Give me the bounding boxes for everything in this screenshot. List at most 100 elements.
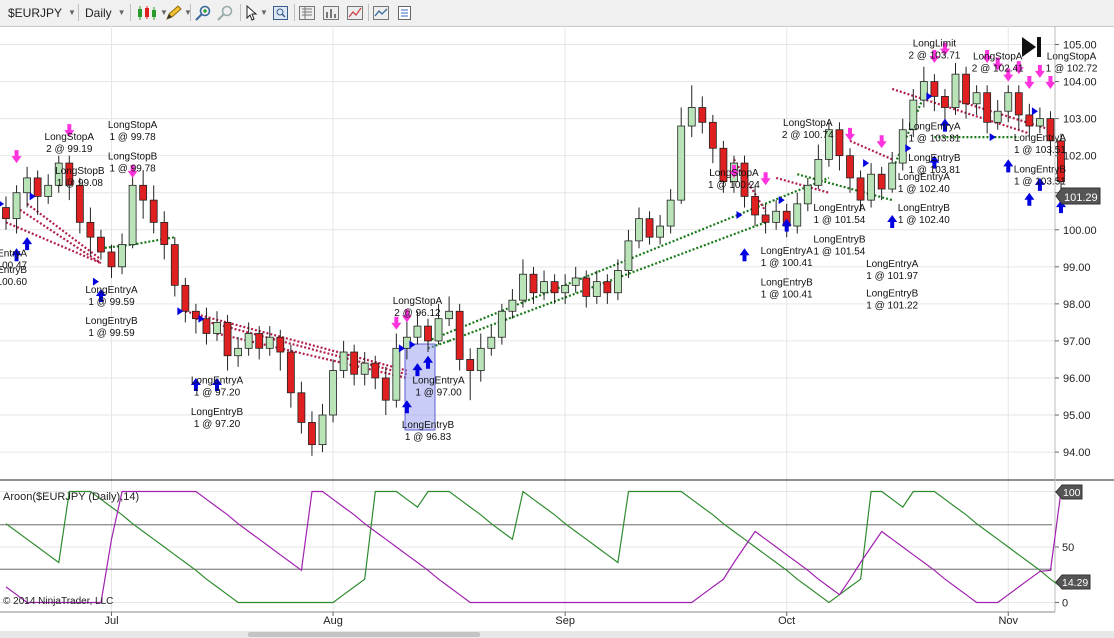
data-box-button[interactable]: [272, 3, 290, 22]
strategies-button[interactable]: [322, 3, 340, 22]
aroon-down-value: 14.29: [1062, 577, 1088, 589]
candle-body: [97, 236, 105, 253]
trade-signal-name: LongStopA: [108, 120, 158, 131]
horizontal-scrollbar[interactable]: [0, 631, 1114, 638]
candle-body: [65, 162, 74, 186]
interval-selector[interactable]: Daily ▼: [85, 3, 126, 22]
zoom-in-icon: [195, 5, 211, 21]
time-axis: Jul Aug Sep Oct Nov: [0, 611, 1055, 627]
trade-signal-name: LongEntryB: [0, 265, 27, 276]
trade-fill-detail: 1 @ 97.20: [194, 388, 241, 399]
chart-properties-button[interactable]: [396, 3, 414, 22]
toolbar-divider: [78, 4, 79, 21]
trade-fill-detail: 1 @ 103.81: [908, 134, 960, 145]
fill-marker: [736, 210, 743, 219]
candle-body: [107, 251, 116, 268]
data-box-icon: [273, 5, 288, 20]
exit-arrow: [845, 127, 855, 141]
exit-arrow: [1034, 64, 1045, 78]
trade-connector: [5, 221, 102, 265]
price-tick-label: 100.00: [1063, 225, 1097, 237]
price-tick-label: 95.00: [1063, 410, 1091, 422]
trade-connector: [775, 176, 830, 194]
zoom-out-button[interactable]: [216, 3, 234, 22]
candle-body: [856, 177, 865, 201]
drawing-tools-button[interactable]: ▼: [164, 3, 192, 22]
bar-type-button[interactable]: ▼: [136, 3, 168, 22]
candle-body: [761, 214, 770, 223]
candle-body: [846, 155, 854, 179]
aroon-axis: 50 0: [1055, 491, 1074, 609]
trade-signal-name: LongEntryB: [761, 277, 814, 288]
trade-signal-name: LongEntryA: [1014, 133, 1067, 144]
chart-style-button[interactable]: [346, 3, 364, 22]
trade-fill-detail: 1 @ 102.72: [1046, 63, 1098, 74]
candle-body: [329, 370, 337, 416]
trade-signal-name: LongEntryB: [813, 235, 866, 246]
trade-signal-name: LongEntryA: [0, 248, 27, 259]
candle-body: [455, 310, 464, 360]
indicators-button[interactable]: [298, 3, 316, 22]
trade-fill-detail: 1 @ 101.97: [866, 271, 918, 282]
price-axis: 105.00104.00103.00102.00101.00100.0099.0…: [1055, 40, 1097, 459]
trade-signal-name: LongEntryB: [85, 316, 138, 327]
properties-button[interactable]: [372, 3, 390, 22]
last-price-badge: 101.29: [1055, 187, 1101, 205]
time-tick-label: Sep: [555, 615, 575, 627]
candle-body: [1046, 118, 1055, 142]
aroon-up-value: 100: [1063, 487, 1081, 499]
candle-body: [86, 221, 95, 238]
zoom-in-button[interactable]: [194, 3, 212, 22]
trade-signal-name: LongEntryA: [85, 285, 138, 296]
candle-body: [213, 321, 221, 334]
trade-fill-detail: 1 @ 103.51: [1014, 176, 1066, 187]
go-to-last-bar-button[interactable]: [1022, 37, 1041, 57]
candle-body: [308, 422, 316, 446]
entry-arrow: [412, 363, 423, 377]
trade-fill-detail: 1 @ 103.81: [908, 165, 960, 176]
fill-marker: [198, 314, 205, 323]
aroon-down-badge: 14.29: [1055, 574, 1091, 590]
candle-body: [867, 173, 875, 201]
entry-arrow: [212, 377, 222, 391]
trade-connector: [15, 206, 102, 265]
gridlines: [0, 26, 1055, 612]
cursor-mode-button[interactable]: ▼: [244, 3, 268, 22]
toolbar-divider: [294, 4, 295, 21]
trade-signal-name: LongEntryA: [412, 376, 465, 387]
exit-arrow: [939, 42, 950, 56]
candle-body: [54, 162, 63, 186]
trade-fill-detail: 1 @ 97.20: [194, 419, 241, 430]
candle-body: [255, 333, 264, 349]
chevron-down-icon: ▼: [68, 8, 76, 17]
candle-body: [75, 184, 84, 223]
scrollbar-thumb[interactable]: [248, 632, 480, 637]
fill-marker: [905, 144, 912, 153]
trade-signal-name: LongEntryA: [908, 122, 961, 133]
candle-body: [149, 199, 158, 223]
candle-body: [751, 196, 759, 216]
candle-body: [561, 284, 570, 294]
trade-signal-name: LongStopA: [783, 118, 833, 129]
pencil-icon: [166, 4, 182, 20]
fill-marker: [863, 159, 870, 168]
aroon-tick-label: 50: [1062, 542, 1074, 554]
instrument-selector[interactable]: $EURJPY ▼: [8, 3, 76, 22]
trade-fill-detail: 1 @ 99.59: [88, 297, 135, 308]
zoom-out-icon: [217, 5, 233, 21]
entry-arrow: [929, 155, 940, 169]
exit-arrow: [401, 309, 412, 323]
trade-signal-name: LongStopA: [973, 51, 1023, 62]
